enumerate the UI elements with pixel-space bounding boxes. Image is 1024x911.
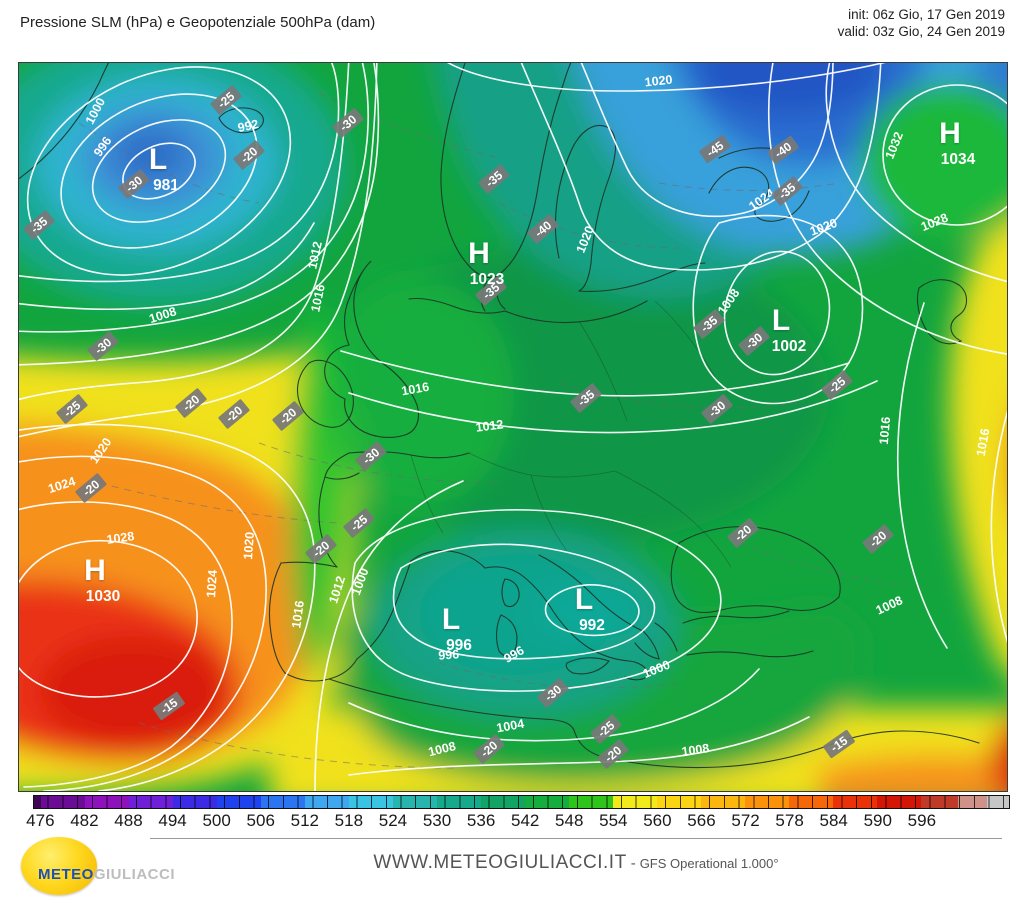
isobar-contours: [19, 63, 1007, 791]
isobar-label: 1012: [305, 240, 324, 270]
svg-text:H: H: [939, 117, 961, 150]
colorbar-tick-labels: 476 482 488 494 500 506 512 518 524 530 536 542 548 5…: [0, 811, 1024, 833]
valid-time: valid: 03z Gio, 24 Gen 2019: [837, 24, 1005, 39]
colorbar-tick-label: 590: [863, 811, 892, 830]
isobar-label: 1016: [289, 600, 307, 630]
colorbar-ticks: [34, 796, 1009, 808]
colorbar-tick-label: 530: [422, 811, 452, 830]
svg-text:981: 981: [153, 177, 179, 194]
svg-text:L: L: [442, 603, 460, 636]
colorbar-tick-label: 488: [114, 811, 143, 830]
colorbar-tick-label: 518: [334, 811, 364, 830]
colorbar-tick-label: 554: [599, 811, 628, 830]
colorbar-tick-label: 560: [643, 811, 672, 830]
colorbar-tick-label: 584: [819, 811, 848, 830]
colorbar-tick-label: 494: [158, 811, 187, 830]
coastlines: [19, 63, 980, 769]
colorbar-tick-label: 476: [26, 811, 55, 830]
colorbar-tick-label: 578: [775, 811, 804, 830]
svg-text:L: L: [149, 143, 167, 176]
meteogiuliacci-logo-text: METEOGIULIACCI: [38, 866, 175, 883]
colorbar-tick-label: 572: [731, 811, 760, 830]
svg-text:H: H: [84, 554, 106, 587]
geopotential-colorbar: [33, 795, 1010, 809]
colorbar-tick-label: 566: [687, 811, 716, 830]
colorbar-tick-label: 596: [907, 811, 937, 830]
isobar-label: 1028: [106, 529, 136, 547]
colorbar-tick-label: 524: [378, 811, 408, 830]
isobar-label: 1016: [974, 427, 993, 457]
isobar-label: 1016: [877, 416, 893, 445]
isobar-label: 1008: [427, 739, 457, 759]
colorbar-tick-label: 500: [202, 811, 231, 830]
meteogiuliacci-logo-sun: [21, 837, 97, 895]
isobar-label: 1004: [495, 717, 525, 736]
temperature-labels: -30-25-35-30-25-20-30-35-40-45 -40-35-35-…: [23, 85, 894, 769]
model-info: GFS Operational 1.000°: [639, 856, 779, 871]
isobar-label: 1020: [241, 531, 257, 560]
country-borders: [410, 300, 732, 568]
svg-text:1030: 1030: [86, 588, 120, 605]
svg-text:1002: 1002: [772, 338, 806, 355]
forecast-map: 996 1000 992 1008 1012 1016 1020 1020 1020 1024 10…: [18, 62, 1008, 792]
svg-text:L: L: [772, 304, 790, 337]
isobar-label: 1024: [204, 569, 220, 598]
svg-text:L: L: [575, 583, 593, 616]
footer-text: WWW.METEOGIULIACCI.IT - GFS Operational 1.…: [150, 852, 1002, 874]
isobar-label: 1012: [475, 417, 504, 434]
colorbar-tick-label: 506: [246, 811, 275, 830]
run-info: init: 06z Gio, 17 Gen 2019 valid: 03z Gi…: [838, 6, 1005, 40]
colorbar-tick-label: 512: [290, 811, 319, 830]
svg-text:1023: 1023: [470, 271, 505, 288]
isobar-label: 1008: [681, 741, 711, 759]
colorbar-tick-label: 482: [70, 811, 99, 830]
site-url: WWW.METEOGIULIACCI.IT: [373, 852, 627, 873]
logo-meteo: METEO: [38, 866, 94, 883]
logo-giuliacci: GIULIACCI: [93, 866, 176, 883]
isobar-label: 996: [438, 647, 460, 662]
isobar-label: 1016: [308, 283, 327, 313]
isobar-label: 992: [237, 117, 260, 135]
svg-text:H: H: [468, 237, 490, 270]
footer-separator: -: [630, 855, 636, 872]
colorbar-tick-label: 548: [555, 811, 584, 830]
footer-divider: [150, 838, 1002, 839]
isobar-label: 1016: [400, 380, 430, 399]
isobar-label: 1020: [644, 73, 673, 90]
svg-text:992: 992: [579, 617, 605, 634]
colorbar-tick-label: 536: [466, 811, 496, 830]
init-time: init: 06z Gio, 17 Gen 2019: [848, 7, 1005, 22]
svg-text:1034: 1034: [941, 151, 976, 168]
svg-text:996: 996: [446, 637, 472, 654]
colorbar-tick-label: 542: [510, 811, 540, 830]
page-title: Pressione SLM (hPa) e Geopotenziale 500h…: [20, 14, 376, 31]
geopotential-color-field: [19, 63, 1007, 791]
